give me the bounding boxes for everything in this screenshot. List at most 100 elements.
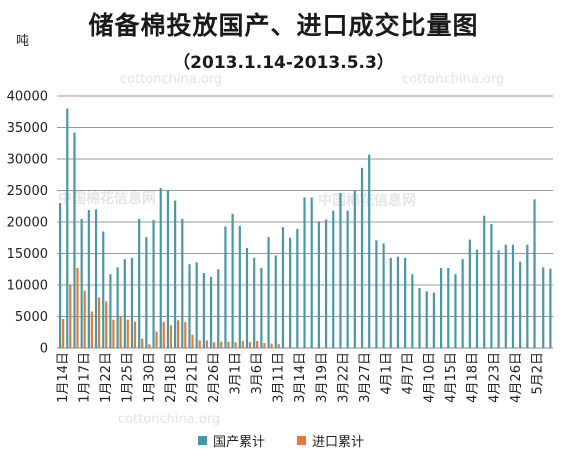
bar-domestic [267, 237, 270, 348]
bar-import [126, 319, 129, 348]
x-tick-label: 4月1日 [379, 352, 394, 395]
bar-domestic [87, 210, 90, 348]
x-tick-label: 2月26日 [207, 352, 222, 403]
bar-domestic [497, 250, 500, 348]
y-tick-label: 40000 [7, 90, 48, 105]
bar-domestic [130, 257, 134, 348]
bar-domestic [73, 132, 76, 348]
bar-domestic [109, 274, 112, 348]
x-tick-label: 3月19日 [315, 352, 330, 403]
y-tick-label: 20000 [7, 216, 48, 231]
legend-label: 国产累计 [213, 435, 266, 450]
x-tick-label: 4月26日 [509, 352, 524, 403]
bar-domestic [181, 218, 184, 348]
bar-domestic [542, 267, 545, 348]
bar-import [227, 341, 230, 348]
bar-domestic [217, 269, 220, 348]
legend-label: 进口累计 [312, 435, 365, 450]
x-tick-label: 3月27日 [358, 352, 373, 403]
bar-import [234, 342, 237, 348]
bar-domestic [324, 219, 328, 348]
bar-domestic [549, 268, 552, 348]
bar-domestic [166, 190, 170, 348]
bar-domestic [439, 267, 443, 348]
bar-import [277, 344, 280, 348]
watermark-text: cottonchina.org [402, 72, 505, 87]
bar-domestic [454, 274, 457, 348]
x-tick-label: 2月21日 [185, 352, 200, 403]
x-tick-label: 3月6日 [250, 352, 265, 395]
bar-import [198, 340, 201, 348]
x-tick-label: 1月17日 [78, 352, 93, 403]
x-tick-label: 1月22日 [99, 352, 114, 403]
x-tick-label: 3月1日 [229, 352, 244, 395]
chart-subtitle: （2013.1.14-2013.5.3） [173, 53, 394, 73]
bar-domestic [490, 223, 493, 348]
y-tick-label: 30000 [7, 153, 48, 168]
bar-import [248, 342, 252, 348]
x-tick-label: 1月30日 [142, 352, 157, 403]
x-tick-label: 4月18日 [466, 352, 481, 403]
bar-domestic [231, 213, 234, 348]
watermark-text: 中国棉花信息网 [58, 191, 156, 207]
bar-import [270, 343, 273, 348]
bar-import [220, 341, 223, 348]
bar-domestic [461, 259, 464, 348]
legend-item: 进口累计 [297, 431, 364, 450]
bar-domestic [102, 231, 105, 348]
x-tick-label: 4月23日 [487, 352, 502, 403]
y-tick-label: 5000 [15, 310, 48, 325]
bar-domestic [368, 154, 371, 348]
x-tick-label: 1月14日 [56, 352, 71, 403]
bar-import [97, 297, 101, 348]
bar-domestic [468, 239, 471, 348]
y-tick-label: 10000 [7, 279, 48, 294]
bar-domestic [396, 256, 400, 348]
y-tick-label: 0 [40, 342, 48, 357]
x-tick-label: 3月11日 [272, 352, 287, 403]
bar-import [133, 321, 137, 348]
bar-domestic [80, 218, 83, 348]
bar-import [155, 331, 158, 348]
bar-domestic [447, 267, 450, 348]
bar-domestic [281, 227, 285, 348]
x-tick-label: 3月22日 [336, 352, 351, 403]
bar-import [112, 319, 115, 348]
bar-domestic [389, 257, 392, 348]
bar-import [184, 322, 187, 348]
bar-import [241, 341, 244, 348]
watermark-text: cottonchina.org [118, 412, 221, 427]
bar-domestic [411, 274, 414, 348]
bar-domestic [145, 237, 148, 348]
x-tick-label: 3月14日 [293, 352, 308, 403]
bar-domestic [123, 259, 126, 348]
bar-domestic [310, 197, 313, 348]
bar-import [191, 334, 194, 348]
x-tick-label: 1月25日 [121, 352, 136, 403]
watermark-text: 中国棉花信息网 [318, 193, 416, 209]
bar-import [105, 301, 108, 348]
bar-domestic [303, 197, 306, 348]
bar-import [256, 341, 259, 348]
bar-import [205, 340, 208, 348]
bar-import [169, 325, 173, 348]
bar-domestic [332, 210, 335, 348]
bar-domestic [274, 255, 277, 348]
bar-import [69, 284, 72, 348]
bar-domestic [432, 292, 435, 348]
bar-import [76, 267, 79, 348]
bar-domestic [159, 187, 162, 348]
bar-domestic [260, 267, 263, 348]
x-tick-label: 5月2日 [530, 352, 545, 395]
bar-domestic [245, 247, 249, 348]
bar-domestic [504, 244, 507, 348]
bar-domestic [483, 215, 486, 348]
bar-domestic [353, 190, 356, 348]
bar-domestic [382, 243, 385, 348]
bar-domestic [360, 167, 364, 348]
bar-domestic [375, 240, 378, 348]
bar-domestic [346, 210, 349, 348]
bar-domestic [519, 261, 522, 348]
bar-domestic [296, 228, 299, 348]
